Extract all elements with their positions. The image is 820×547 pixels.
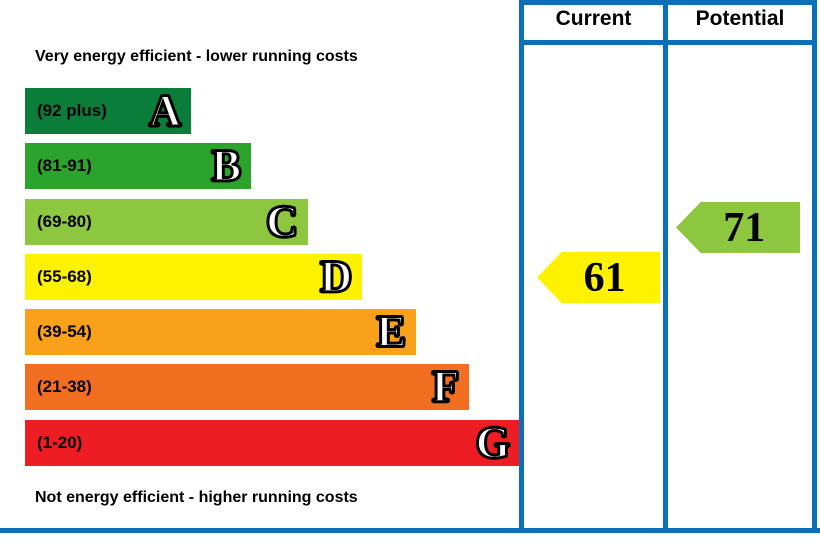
band-range: (55-68) [37, 267, 92, 286]
current-column-header: Current [555, 7, 632, 30]
band-c: (69-80) C [25, 197, 308, 246]
band-f: (21-38) F [25, 362, 469, 411]
top-caption: Very energy efficient - lower running co… [35, 48, 358, 65]
band-range: (81-91) [37, 156, 92, 175]
band-d: (55-68) D [25, 252, 362, 301]
band-a: (92 plus) A [25, 86, 191, 135]
band-range: (21-38) [37, 377, 92, 396]
band-range: (1-20) [37, 433, 83, 452]
column-divider-middle [663, 0, 668, 533]
band-letter: B [211, 141, 242, 190]
column-divider-left [519, 0, 524, 533]
band-e: (39-54) E [25, 307, 416, 356]
bottom-caption: Not energy efficient - higher running co… [35, 489, 358, 506]
header-underline [519, 40, 817, 45]
current-rating-value: 61 [583, 254, 626, 301]
current-rating-arrow: 61 [537, 252, 660, 303]
column-divider-right [812, 0, 817, 533]
potential-rating-value: 71 [723, 204, 766, 251]
potential-rating-arrow: 71 [676, 202, 800, 253]
band-letter: A [148, 86, 182, 135]
band-range: (92 plus) [37, 101, 107, 120]
band-letter: E [376, 307, 407, 356]
band-letter: C [265, 197, 299, 246]
table-top-border [519, 0, 817, 5]
band-range: (39-54) [37, 322, 92, 341]
band-g: (1-20) G [25, 418, 520, 467]
chart-bottom-border [0, 528, 820, 533]
band-letter: F [431, 362, 460, 411]
band-range: (69-80) [37, 212, 92, 231]
band-b: (81-91) B [25, 141, 251, 190]
potential-column-header: Potential [695, 7, 785, 30]
band-letter: D [319, 252, 353, 301]
band-letter: G [475, 418, 511, 467]
